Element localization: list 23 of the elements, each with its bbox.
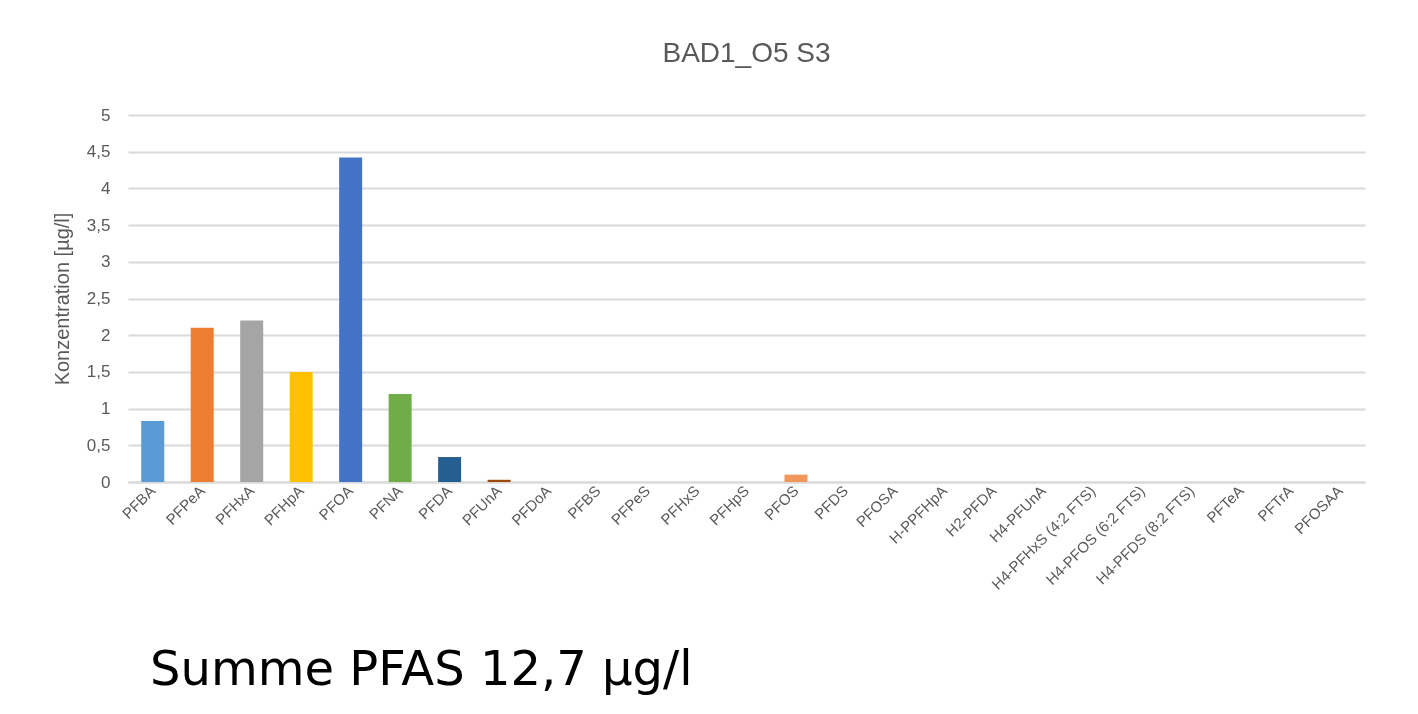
bar — [438, 457, 462, 482]
y-tick-label: 1 — [101, 399, 111, 419]
bar — [141, 421, 165, 482]
text: Summe PFAS 12,7 µg/l — [150, 640, 693, 696]
y-tick-label: 0 — [101, 472, 111, 492]
bar — [190, 327, 214, 482]
y-tick-label: 2,5 — [86, 289, 111, 308]
bar — [289, 371, 313, 482]
bar — [784, 474, 808, 482]
y-tick-label: 5 — [101, 105, 111, 125]
y-tick-label: 4 — [101, 178, 111, 198]
bar — [487, 479, 511, 482]
bar — [240, 320, 264, 482]
y-tick-label: 3,5 — [86, 215, 111, 235]
bar — [388, 393, 412, 482]
y-tick-label: 0,5 — [86, 435, 111, 455]
y-tick-label: 1,5 — [86, 362, 111, 382]
chart-title: BAD1_O5 S3 — [662, 37, 831, 68]
bar — [339, 157, 363, 482]
y-tick-label: 3 — [101, 252, 111, 272]
y-tick-label: 4,5 — [86, 142, 111, 162]
y-tick-label: 2 — [101, 325, 111, 345]
y-axis-title: Konzentration [µg/l] — [50, 212, 73, 386]
